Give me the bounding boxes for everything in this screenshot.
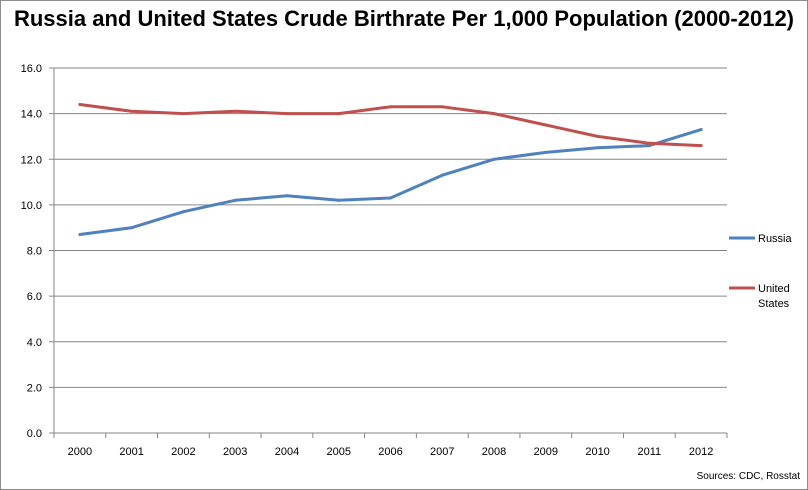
y-tick-label: 6.0	[27, 291, 42, 303]
data-point-united-states	[647, 141, 651, 145]
y-tick-label: 10.0	[21, 200, 42, 212]
x-tick-label: 2001	[119, 446, 143, 458]
data-point-united-states	[492, 112, 496, 116]
data-point-united-states	[389, 105, 392, 109]
x-tick-label: 2011	[638, 446, 662, 458]
x-tick-label: 2012	[689, 446, 713, 458]
data-point-russia	[78, 233, 82, 237]
data-point-russia	[337, 198, 341, 202]
legend-label-united-states: States	[758, 298, 790, 310]
data-point-united-states	[337, 112, 341, 116]
data-point-russia	[440, 173, 444, 177]
y-tick-label: 8.0	[27, 246, 42, 258]
y-tick-label: 16.0	[21, 63, 42, 75]
y-tick-label: 14.0	[21, 109, 42, 121]
x-tick-label: 2007	[430, 446, 454, 458]
data-point-russia	[233, 198, 237, 202]
data-point-russia	[389, 196, 392, 200]
legend-label-united-states: United	[758, 283, 790, 295]
y-tick-label: 4.0	[27, 337, 42, 349]
data-point-russia	[492, 157, 496, 161]
chart-title: Russia and United States Crude Birthrate…	[13, 6, 795, 31]
data-point-united-states	[440, 105, 444, 109]
data-point-united-states	[130, 109, 134, 113]
data-point-russia	[544, 150, 548, 154]
x-tick-label: 2004	[275, 446, 299, 458]
y-tick-label: 2.0	[27, 382, 42, 394]
x-tick-label: 2006	[378, 446, 402, 458]
x-tick-label: 2005	[326, 446, 350, 458]
x-tick-label: 2003	[223, 446, 247, 458]
data-point-russia	[285, 194, 289, 198]
data-point-russia	[130, 226, 134, 230]
data-point-united-states	[78, 103, 82, 106]
y-tick-label: 0.0	[27, 428, 42, 440]
series-line-russia	[78, 128, 703, 236]
data-point-russia	[181, 210, 185, 214]
x-tick-label: 2000	[68, 446, 92, 458]
data-point-united-states	[285, 112, 289, 116]
y-tick-label: 12.0	[21, 154, 42, 166]
data-point-united-states	[544, 123, 548, 127]
x-tick-label: 2008	[482, 446, 506, 458]
data-point-united-states	[699, 144, 703, 148]
legend-label-russia: Russia	[758, 233, 793, 245]
data-point-united-states	[181, 112, 185, 116]
data-point-united-states	[596, 134, 600, 138]
series-line-united-states	[78, 103, 703, 148]
x-tick-label: 2009	[534, 446, 558, 458]
data-point-russia	[596, 146, 600, 150]
x-tick-label: 2010	[585, 446, 609, 458]
x-tick-label: 2002	[171, 446, 195, 458]
data-point-united-states	[233, 109, 237, 113]
data-point-russia	[699, 128, 703, 132]
source-note: Sources: CDC, Rosstat	[696, 471, 800, 482]
